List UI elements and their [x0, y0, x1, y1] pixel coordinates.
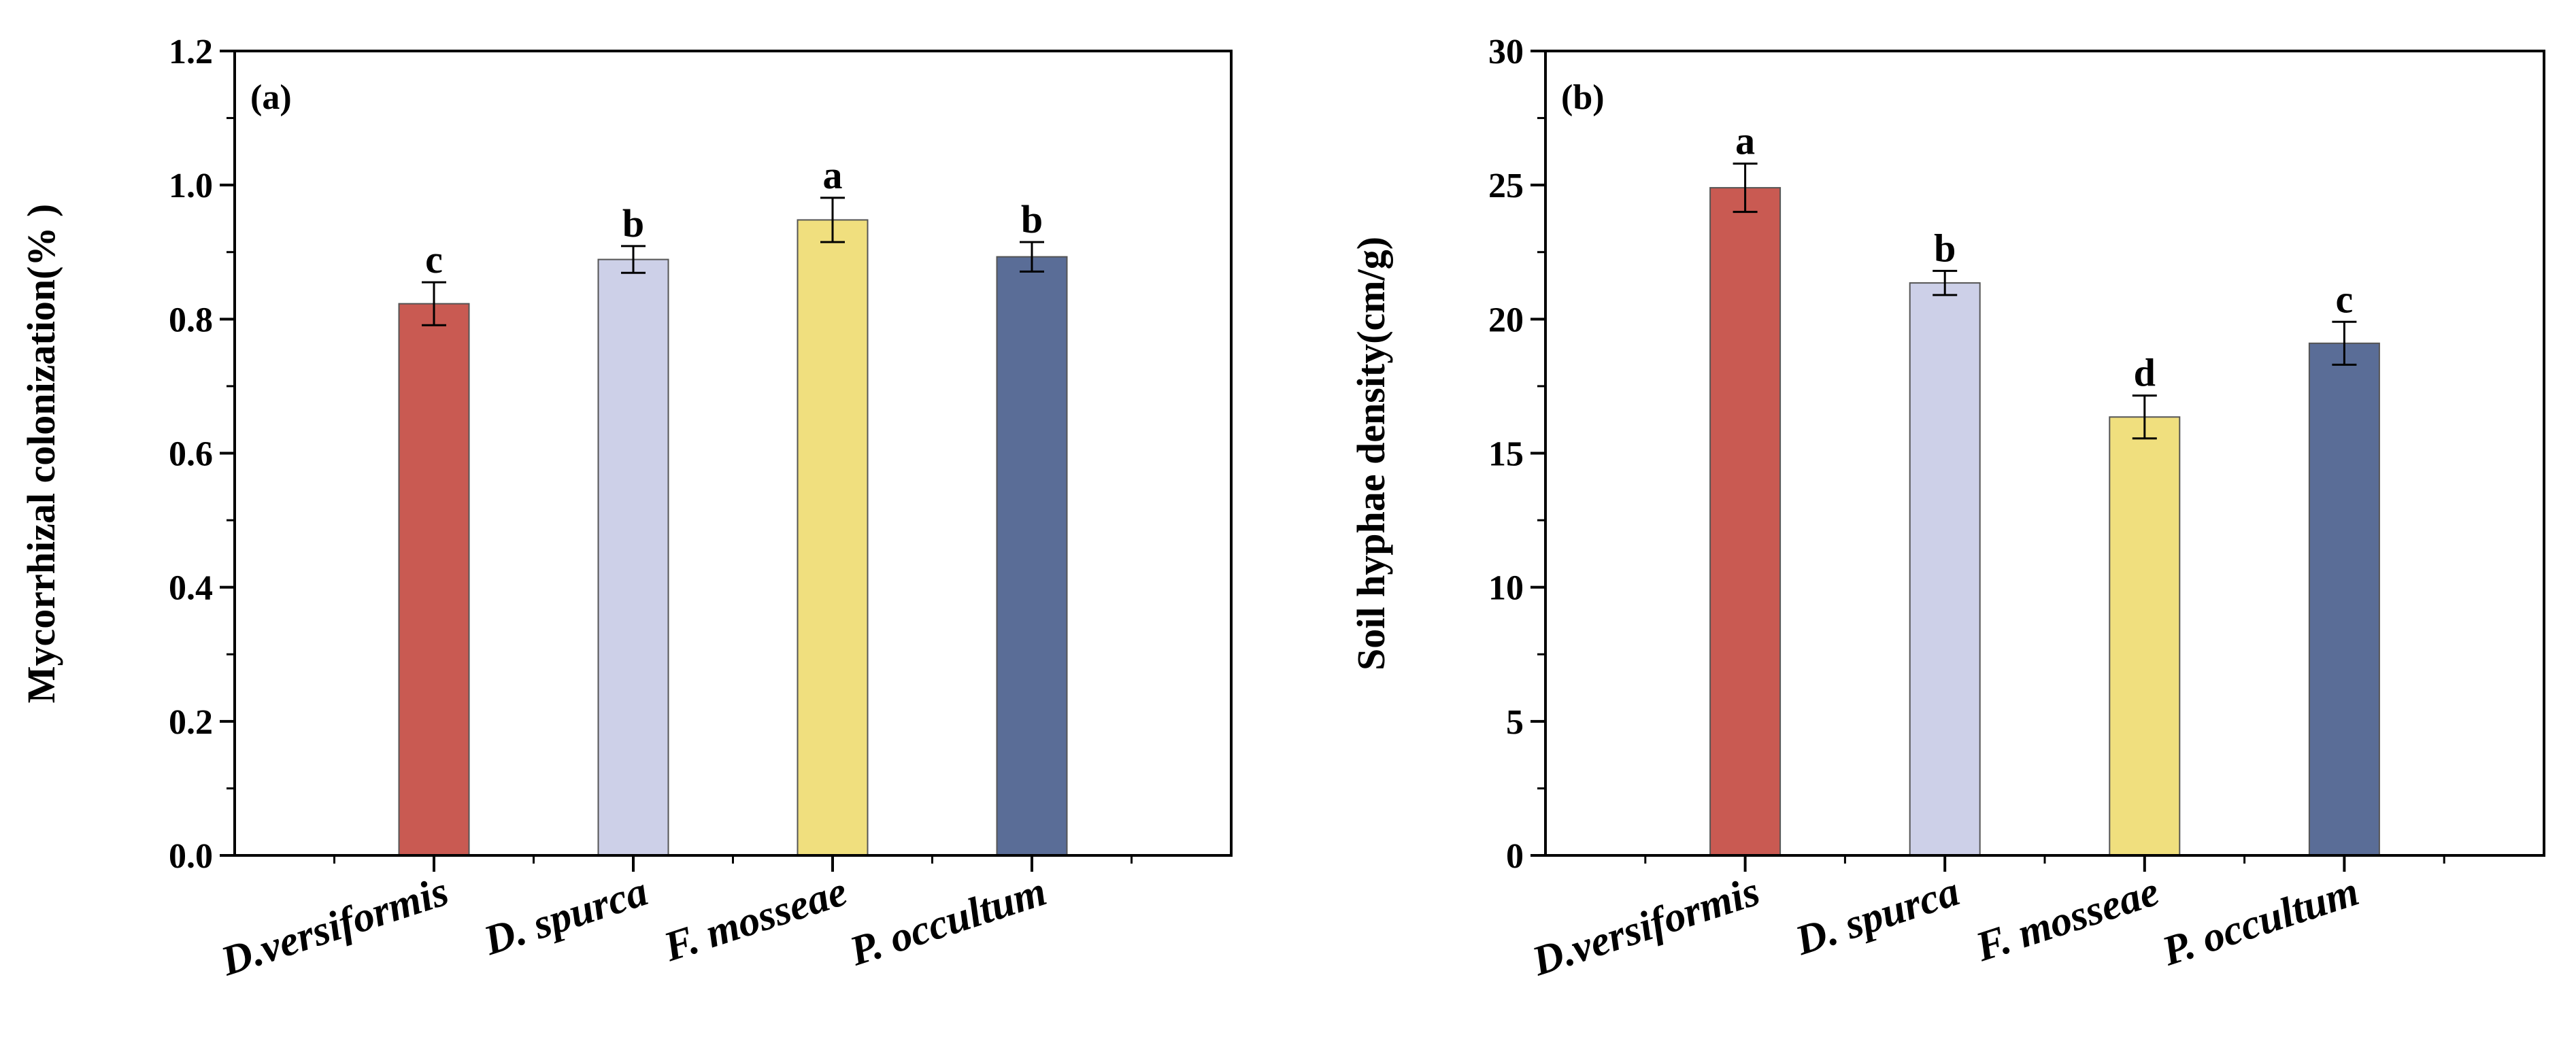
error-bar-1 — [621, 245, 646, 274]
y-tick-label: 1.0 — [169, 167, 213, 205]
error-bar-0 — [422, 281, 446, 326]
panel-a-chart: c b a b 0.0 0.2 0.4 0.6 0.8 1.0 1.2 D.versiformis D.… — [19, 33, 1233, 985]
error-bar-2 — [2132, 394, 2157, 440]
x-category-label: D.versiformis — [1526, 868, 1765, 985]
error-bar-0 — [1733, 163, 1758, 214]
y-tick-label: 1.2 — [169, 33, 213, 71]
y-axis-label: Mycorrhizal colonization(% ) — [19, 204, 63, 704]
x-category-label: D. spurca — [1790, 868, 1965, 965]
bar-b-0 — [1709, 187, 1782, 856]
y-tick-label: 25 — [1488, 167, 1524, 205]
plot-frame — [1544, 50, 2545, 857]
panel-b-chart: a b d c 0 5 10 15 20 25 30 D.versiformis D. spurca F.… — [1349, 33, 2545, 985]
bar-b-2 — [2109, 416, 2181, 856]
significance-letter-2: d — [2134, 351, 2156, 395]
y-tick-label: 20 — [1488, 301, 1524, 339]
y-tick-label: 0.8 — [169, 301, 213, 339]
y-tick-label: 0.6 — [169, 435, 213, 474]
y-tick-label: 0.2 — [169, 703, 213, 742]
error-bar-3 — [1020, 241, 1044, 273]
significance-letter-0: c — [425, 237, 443, 282]
x-category-label: P. occultum — [2156, 868, 2364, 975]
y-tick-label: 5 — [1506, 703, 1524, 742]
y-tick-label: 10 — [1488, 569, 1524, 608]
y-tick-label: 0 — [1506, 837, 1524, 876]
bar-a-1 — [597, 258, 669, 856]
panel-label: (b) — [1561, 78, 1605, 117]
x-category-label: F. mosseae — [1970, 868, 2164, 971]
x-category-label: D. spurca — [478, 868, 653, 965]
y-tick-label: 15 — [1488, 435, 1524, 474]
y-axis-label: Soil hyphae density(cm/g) — [1349, 237, 1393, 670]
bar-b-3 — [2308, 342, 2380, 857]
significance-letter-2: a — [823, 153, 843, 197]
plot-frame — [233, 50, 1233, 857]
significance-letter-1: b — [622, 201, 644, 245]
y-tick-label: 30 — [1488, 33, 1524, 71]
significance-letter-3: b — [1021, 197, 1043, 241]
bar-a-0 — [398, 303, 470, 856]
bar-b-1 — [1909, 282, 1981, 856]
y-tick-label: 0.4 — [169, 569, 213, 608]
significance-letter-3: c — [2336, 277, 2354, 321]
y-tick-label: 0.0 — [169, 837, 213, 876]
error-bar-2 — [820, 197, 845, 243]
x-category-label: P. occultum — [843, 868, 1052, 975]
x-category-label: D.versiformis — [215, 868, 454, 985]
bar-a-3 — [996, 256, 1068, 857]
significance-letter-0: a — [1735, 119, 1755, 163]
significance-letter-1: b — [1934, 226, 1956, 270]
error-bar-1 — [1933, 269, 1958, 296]
x-category-label: F. mosseae — [658, 868, 852, 971]
panel-label: (a) — [250, 78, 292, 117]
error-bar-3 — [2332, 320, 2357, 366]
bar-a-2 — [797, 219, 869, 856]
